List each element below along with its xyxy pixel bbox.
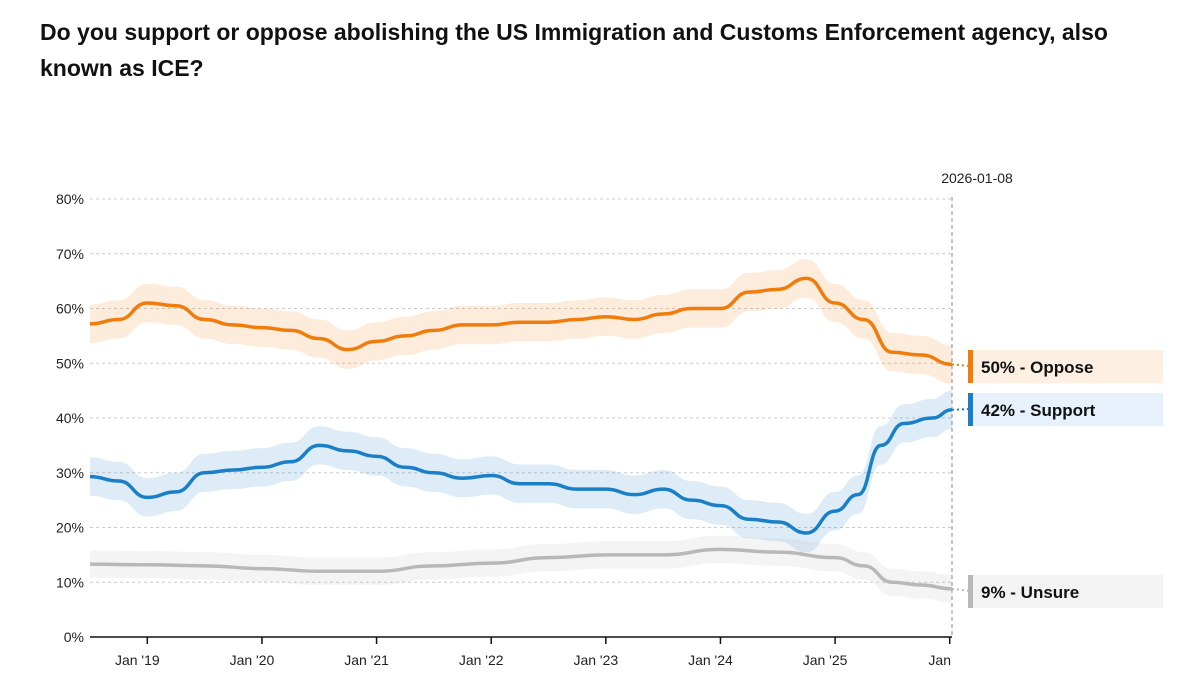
- y-tick-label: 30%: [56, 465, 84, 481]
- x-tick-label: Jan '21: [344, 652, 389, 668]
- leader-oppose: [951, 363, 971, 367]
- legend-box-oppose: [968, 350, 1163, 383]
- y-tick-label: 0%: [64, 629, 84, 645]
- leader-unsure: [951, 587, 971, 592]
- x-tick-label: Jan '22: [459, 652, 504, 668]
- y-tick-label: 60%: [56, 301, 84, 317]
- legend-label-oppose: 50% - Oppose: [981, 358, 1093, 377]
- series-line-support: [89, 408, 953, 535]
- leader-support: [951, 408, 971, 411]
- series-line-oppose: [89, 276, 953, 367]
- y-tick-label: 80%: [56, 191, 84, 207]
- legend-marker-support: [968, 393, 973, 426]
- legend-marker-oppose: [968, 350, 973, 383]
- x-tick-label: Jan '25: [803, 652, 848, 668]
- legend-box-support: [968, 393, 1163, 426]
- legend-box-unsure: [968, 575, 1163, 608]
- x-tick-label: Jan '24: [688, 652, 733, 668]
- legend-label-support: 42% - Support: [981, 401, 1096, 420]
- y-tick-label: 70%: [56, 246, 84, 262]
- cursor-date: 2026-01-08: [941, 170, 1013, 186]
- chart-title: Do you support or oppose abolishing the …: [40, 19, 1108, 81]
- y-tick-label: 40%: [56, 410, 84, 426]
- legend-label-unsure: 9% - Unsure: [981, 583, 1079, 602]
- x-tick-label: Jan '20: [230, 652, 275, 668]
- y-tick-label: 20%: [56, 520, 84, 536]
- x-tick-label: Jan '19: [115, 652, 160, 668]
- band-unsure: [90, 535, 952, 603]
- series-line-unsure: [89, 547, 953, 591]
- x-tick-label: Jan '23: [573, 652, 618, 668]
- y-tick-label: 10%: [56, 574, 84, 590]
- y-tick-label: 50%: [56, 355, 84, 371]
- legend-marker-unsure: [968, 575, 973, 608]
- x-tick-label: Jan: [928, 652, 951, 668]
